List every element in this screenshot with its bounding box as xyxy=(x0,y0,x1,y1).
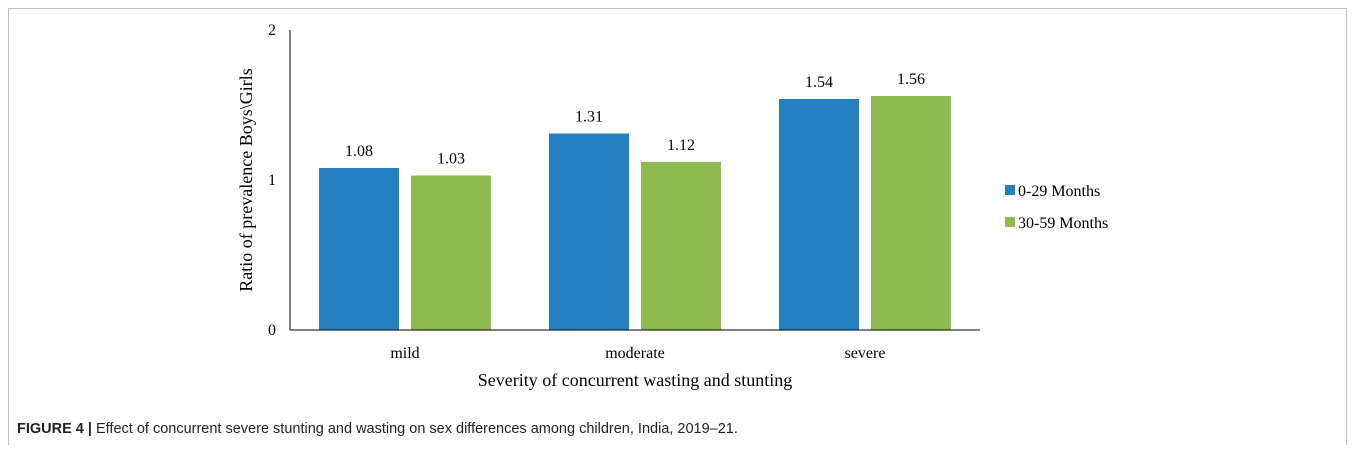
data-label-mild-series-2: 1.03 xyxy=(437,151,465,168)
data-label-severe-series-1: 1.54 xyxy=(805,74,833,91)
bar-severe-series-1 xyxy=(779,99,859,330)
data-label-moderate-series-1: 1.31 xyxy=(575,109,603,126)
legend-label-1: 0-29 Months xyxy=(1018,183,1100,200)
figure-frame xyxy=(8,8,1347,445)
y-axis-title: Ratio of prevalence Boys\Girls xyxy=(236,68,256,291)
caption-text: Effect of concurrent severe stunting and… xyxy=(91,421,738,437)
bar-moderate-series-2 xyxy=(641,162,721,330)
x-tick-label-moderate: moderate xyxy=(605,345,665,362)
data-label-severe-series-2: 1.56 xyxy=(897,71,925,88)
data-label-mild-series-1: 1.08 xyxy=(345,143,373,160)
data-labels-group: 1.08 1.03 1.31 1.12 1.54 1.56 xyxy=(345,71,925,168)
bar-moderate-series-1 xyxy=(549,133,629,330)
y-tick-label-2: 2 xyxy=(268,22,276,39)
y-tick-label-1: 1 xyxy=(268,172,276,189)
x-ticks-group: mild moderate severe xyxy=(390,345,885,362)
x-tick-label-severe: severe xyxy=(845,345,886,362)
bar-severe-series-2 xyxy=(871,96,951,330)
x-axis-title: Severity of concurrent wasting and stunt… xyxy=(478,370,792,390)
bar-mild-series-2 xyxy=(411,175,491,330)
x-tick-label-mild: mild xyxy=(390,345,419,362)
legend-swatch-2 xyxy=(1005,217,1015,227)
legend-label-2: 30-59 Months xyxy=(1018,215,1108,232)
legend-swatch-1 xyxy=(1005,185,1015,195)
figure-caption: FIGURE 4 | Effect of concurrent severe s… xyxy=(17,421,1337,437)
bar-mild-series-1 xyxy=(319,168,399,330)
y-tick-label-0: 0 xyxy=(268,322,276,339)
bars-group xyxy=(319,96,951,330)
legend: 0-29 Months 30-59 Months xyxy=(1005,183,1108,232)
y-ticks-group: 0 1 2 xyxy=(268,22,276,339)
caption-label: FIGURE 4 | xyxy=(17,421,92,437)
data-label-moderate-series-2: 1.12 xyxy=(667,137,695,154)
